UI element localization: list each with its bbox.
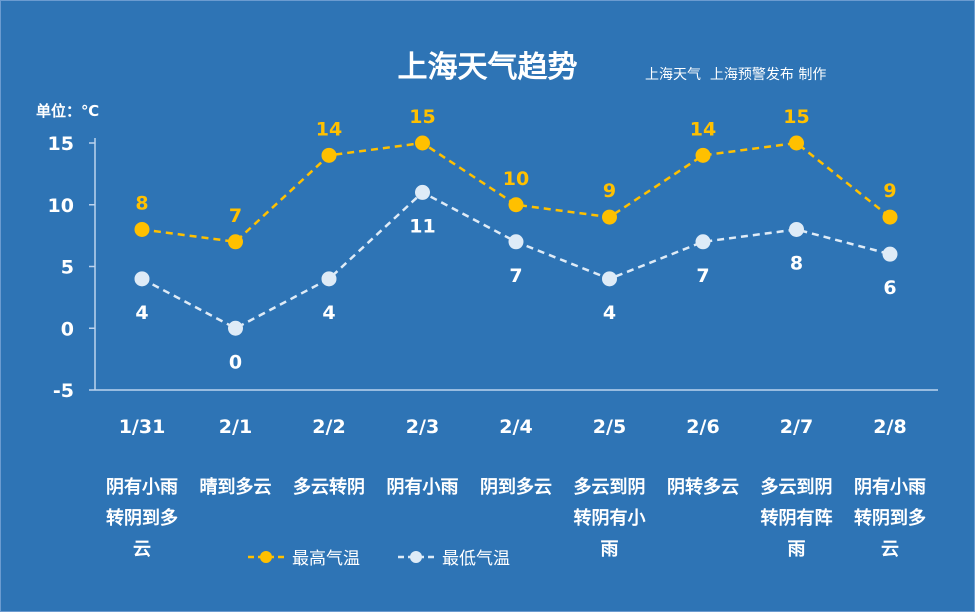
weather-description: 多云转阴 bbox=[293, 477, 365, 498]
data-label: 7 bbox=[509, 265, 522, 287]
data-label: 15 bbox=[783, 106, 809, 128]
data-label: 0 bbox=[229, 351, 242, 373]
legend-item-low: 最低气温 bbox=[396, 544, 510, 569]
data-label: 4 bbox=[322, 302, 335, 324]
legend-label-high: 最高气温 bbox=[292, 549, 360, 569]
legend-label-low: 最低气温 bbox=[442, 549, 510, 569]
data-label: 10 bbox=[503, 168, 529, 190]
data-point bbox=[789, 221, 804, 237]
data-point bbox=[882, 246, 898, 262]
data-label: 15 bbox=[409, 106, 435, 128]
weather-description: 阴有小雨 bbox=[386, 477, 459, 498]
data-point bbox=[602, 271, 617, 287]
data-point bbox=[321, 271, 337, 287]
y-tick-label: 15 bbox=[48, 133, 74, 155]
unit-label: 单位：℃ bbox=[36, 102, 100, 120]
series-line-0 bbox=[141, 141, 891, 244]
data-point bbox=[789, 135, 804, 151]
data-label: 4 bbox=[135, 302, 148, 324]
data-point bbox=[508, 234, 524, 250]
data-point bbox=[882, 209, 898, 225]
x-tick-label: 2/3 bbox=[406, 416, 439, 438]
x-tick-label: 2/7 bbox=[780, 416, 813, 438]
data-point bbox=[508, 197, 524, 213]
data-point bbox=[228, 234, 243, 250]
x-tick-label: 1/31 bbox=[119, 416, 166, 438]
data-label: 8 bbox=[790, 252, 803, 274]
legend-marker-high bbox=[248, 550, 284, 563]
x-tick-label: 2/1 bbox=[219, 416, 252, 438]
weather-description: 晴到多云 bbox=[199, 477, 272, 498]
y-tick-label: 10 bbox=[48, 195, 74, 217]
data-label: 14 bbox=[690, 118, 716, 140]
weather-description: 阴到多云 bbox=[480, 477, 552, 498]
data-label: 9 bbox=[883, 180, 896, 202]
x-tick-label: 2/2 bbox=[312, 416, 345, 438]
y-tick-label: 0 bbox=[61, 318, 74, 340]
legend-item-high: 最高气温 bbox=[246, 544, 360, 569]
data-point bbox=[134, 271, 150, 287]
x-tick-label: 2/4 bbox=[499, 416, 532, 438]
series-line-1 bbox=[141, 190, 891, 330]
data-label: 8 bbox=[135, 192, 148, 214]
data-label: 7 bbox=[696, 265, 709, 287]
data-point bbox=[415, 184, 430, 200]
data-point bbox=[134, 221, 150, 237]
chart-title: 上海天气趋势 bbox=[397, 50, 578, 85]
data-label: 4 bbox=[603, 302, 616, 324]
x-tick-label: 2/5 bbox=[593, 416, 626, 438]
weather-description: 阴有小雨 转阴到多 云 bbox=[854, 477, 926, 560]
x-tick-label: 2/6 bbox=[686, 416, 719, 438]
weather-description: 多云到阴 转阴有阵 雨 bbox=[760, 477, 833, 560]
data-point bbox=[695, 147, 711, 163]
x-tick-label: 2/8 bbox=[873, 416, 906, 438]
weather-description: 阴转多云 bbox=[667, 477, 739, 498]
y-tick-label: -5 bbox=[53, 380, 74, 402]
data-label: 14 bbox=[316, 118, 342, 140]
data-label: 11 bbox=[409, 215, 435, 237]
data-label: 6 bbox=[883, 277, 896, 299]
chart-credit: 上海天气 上海预警发布 制作 bbox=[645, 67, 827, 83]
weather-description: 多云到阴 转阴有小 雨 bbox=[573, 477, 646, 560]
data-label: 9 bbox=[603, 180, 616, 202]
data-point bbox=[415, 135, 430, 151]
data-point bbox=[321, 147, 337, 163]
data-point bbox=[228, 320, 243, 336]
data-point bbox=[695, 234, 711, 250]
legend-marker-low bbox=[398, 550, 434, 563]
y-tick-label: 5 bbox=[61, 257, 74, 279]
data-point bbox=[602, 209, 617, 225]
weather-description: 阴有小雨 转阴到多 云 bbox=[106, 477, 178, 560]
data-label: 7 bbox=[229, 205, 242, 227]
